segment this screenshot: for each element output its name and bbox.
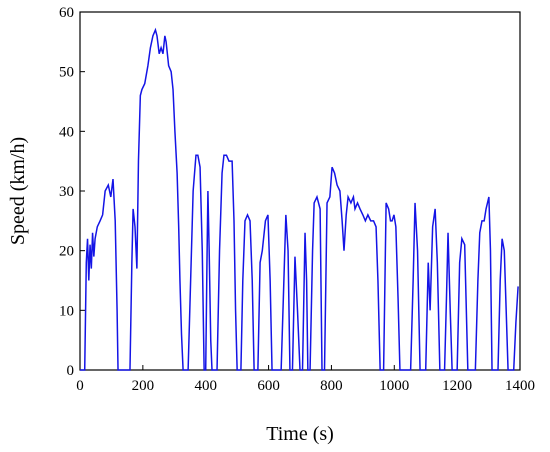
y-tick-label: 40 [59, 124, 74, 140]
y-tick-label: 60 [59, 5, 74, 21]
y-tick-label: 20 [59, 244, 74, 260]
x-axis-label: Time (s) [266, 423, 334, 445]
y-axis-label: Speed (km/h) [7, 137, 29, 245]
x-tick-label: 1400 [505, 378, 535, 394]
x-tick-label: 400 [194, 378, 217, 394]
x-tick-label: 1200 [442, 378, 472, 394]
x-tick-label: 0 [76, 378, 84, 394]
x-tick-label: 1000 [379, 378, 409, 394]
x-tick-label: 600 [257, 378, 280, 394]
x-tick-label: 800 [320, 378, 343, 394]
y-tick-label: 10 [59, 303, 74, 319]
plot-frame [79, 11, 521, 371]
y-tick-label: 50 [59, 65, 74, 81]
x-tick-label: 200 [132, 378, 155, 394]
y-tick-label: 0 [67, 363, 75, 379]
y-tick-label: 30 [59, 184, 74, 200]
speed-line [80, 27, 519, 371]
